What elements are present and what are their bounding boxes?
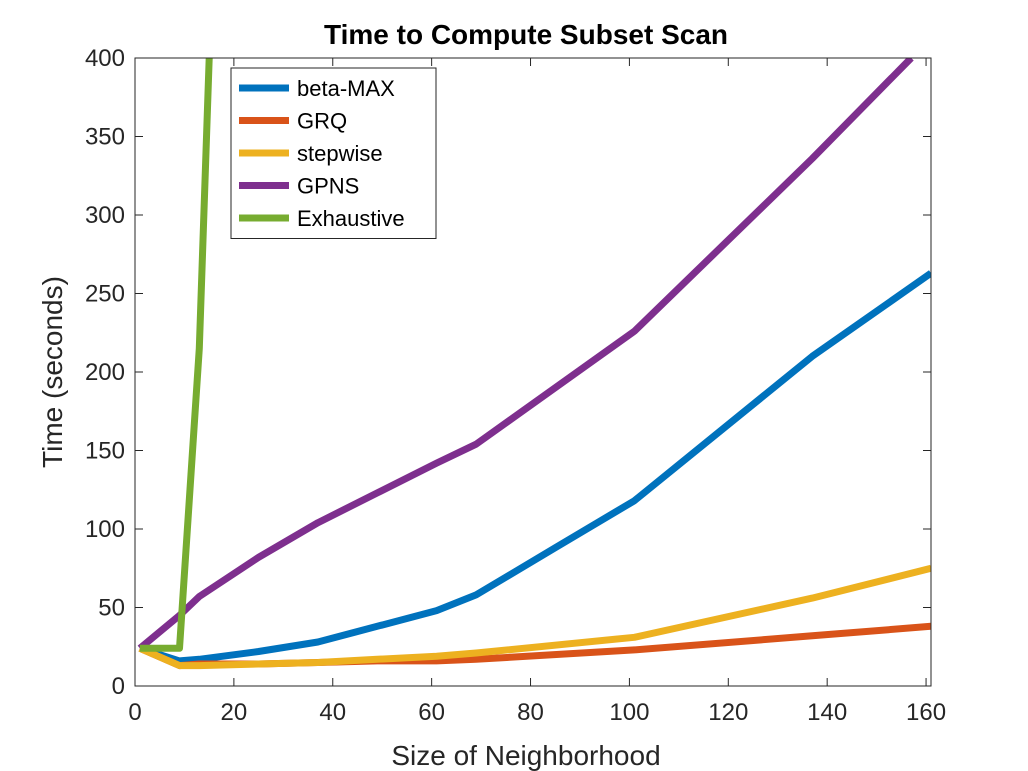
- x-tick-label: 120: [708, 699, 748, 726]
- series-line-beta-max: [138, 270, 931, 665]
- legend: beta-MAX GRQ stepwise GPNS Exhaustive: [230, 67, 437, 239]
- y-tick-label: 250: [85, 281, 125, 308]
- y-tick-label: 50: [98, 595, 125, 622]
- y-tick-label: 350: [85, 124, 125, 151]
- series-layer: [137, 58, 931, 670]
- chart-title: Time to Compute Subset Scan: [324, 19, 728, 50]
- y-tick-label: 0: [112, 673, 125, 700]
- x-tick-label: 80: [517, 699, 544, 726]
- y-tick-label: 300: [85, 202, 125, 229]
- x-tick-label: 0: [128, 699, 141, 726]
- legend-label: GPNS: [297, 174, 359, 199]
- x-tick-label: 40: [319, 699, 346, 726]
- x-tick-label: 20: [221, 699, 248, 726]
- y-axis-label: Time (seconds): [37, 276, 68, 468]
- x-tick-label: 60: [418, 699, 445, 726]
- y-tick-label: 200: [85, 359, 125, 386]
- y-tick-label: 150: [85, 438, 125, 465]
- x-tick-label: 140: [807, 699, 847, 726]
- y-tick-label: 100: [85, 516, 125, 543]
- legend-label: beta-MAX: [297, 76, 395, 101]
- x-tick-label: 160: [906, 699, 946, 726]
- y-tick-label: 400: [85, 45, 125, 72]
- legend-label: stepwise: [297, 141, 383, 166]
- x-tick-label: 100: [609, 699, 649, 726]
- legend-label: GRQ: [297, 109, 347, 134]
- legend-label: Exhaustive: [297, 206, 405, 231]
- x-axis-label: Size of Neighborhood: [391, 740, 660, 771]
- series-line-exhaustive: [139, 58, 213, 652]
- axes-layer: 0 20 40 60 80 100 120 140 160 0 50 100 150 200 250 300 3…: [85, 45, 946, 726]
- series-line-gpns: [137, 58, 914, 651]
- series-line-stepwise: [138, 564, 931, 670]
